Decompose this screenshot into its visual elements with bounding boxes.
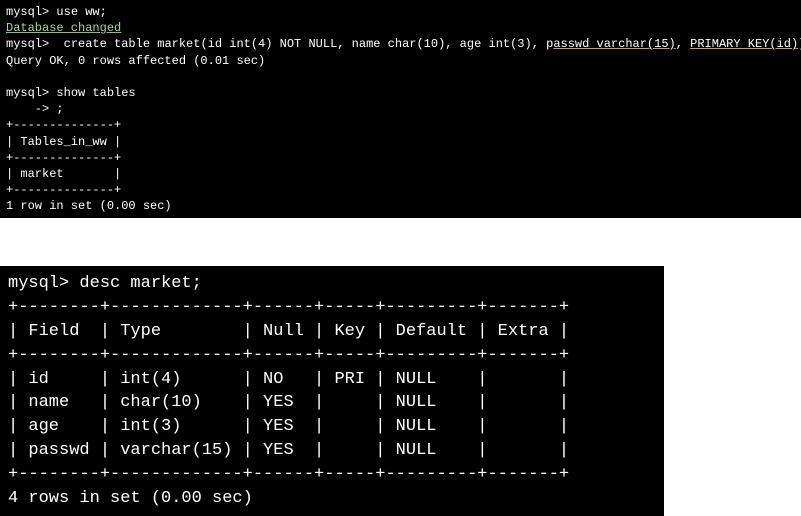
table-row: | age | int(3) | YES | | NULL | | [8, 417, 569, 436]
continuation-line: -> ; [6, 102, 64, 116]
table-row: | market | [6, 167, 121, 181]
table-border: +--------+-------------+------+-----+---… [8, 465, 569, 484]
table-border: +--------+-------------+------+-----+---… [8, 346, 569, 365]
prompt: mysql> [6, 86, 49, 100]
table-row: | passwd | varchar(15) | YES | | NULL | … [8, 441, 569, 460]
prompt: mysql> [6, 37, 49, 51]
top-terminal: mysql> use ww; Database changed mysql> c… [0, 0, 801, 218]
prompt: mysql> [6, 5, 49, 19]
command-part: create table market(id int(4) NOT NULL, … [49, 37, 553, 51]
prompt: mysql> [8, 274, 69, 293]
table-border: +--------------+ [6, 183, 121, 197]
response-text: Database changed [6, 21, 121, 35]
command-part: , [676, 37, 690, 51]
command: show tables [49, 86, 135, 100]
table-border: +--------------+ [6, 118, 121, 132]
table-footer: 1 row in set (0.00 sec) [6, 199, 172, 213]
table-row: | id | int(4) | NO | PRI | NULL | | [8, 370, 569, 389]
response-text: Query OK, 0 rows affected (0.01 sec) [6, 54, 265, 68]
command: desc market; [69, 274, 202, 293]
table-border: +--------------+ [6, 151, 121, 165]
command-part: PRIMARY KEY(id) [690, 37, 798, 51]
table-border: +--------+-------------+------+-----+---… [8, 298, 569, 317]
command: use ww; [49, 5, 107, 19]
table-footer: 4 rows in set (0.00 sec) [8, 489, 253, 508]
table-header: | Tables_in_ww | [6, 135, 121, 149]
table-row: | name | char(10) | YES | | NULL | | [8, 393, 569, 412]
table-header: | Field | Type | Null | Key | Default | … [8, 322, 569, 341]
bottom-terminal: mysql> desc market; +--------+----------… [0, 266, 664, 516]
command-part: asswd varchar(15) [553, 37, 675, 51]
